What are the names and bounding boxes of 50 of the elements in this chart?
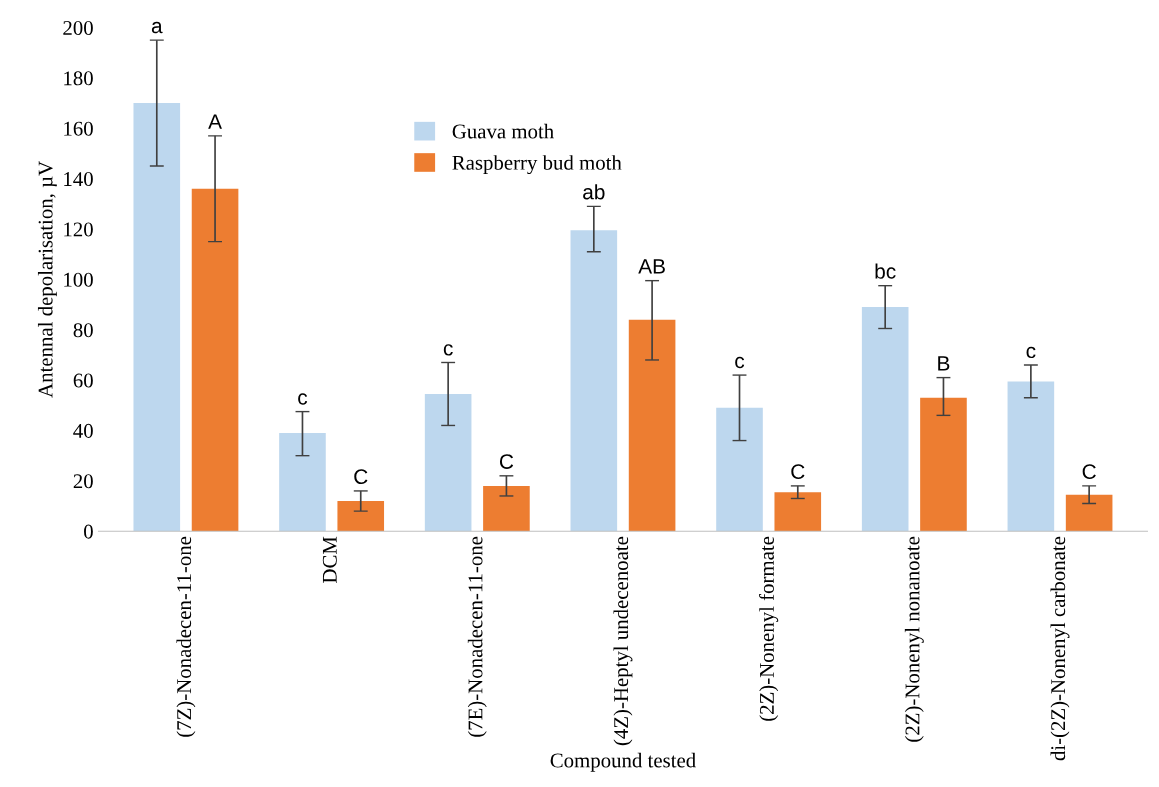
x-tick-label: (7E)-Nonadecen-11-one [467, 536, 487, 737]
x-tick-label: (2Z)-Nonenyl formate [759, 536, 779, 721]
bar [774, 492, 822, 532]
bar [279, 433, 326, 532]
bar [570, 230, 618, 532]
y-tick-label: 100 [64, 272, 93, 287]
bar [424, 393, 472, 532]
bar [1007, 381, 1055, 532]
annotation: a [151, 21, 163, 34]
annotation: B [938, 356, 950, 371]
annotation: C [499, 454, 514, 469]
annotation: ab [583, 184, 605, 200]
legend-label: Guava moth [452, 123, 554, 139]
annotation: c [443, 344, 453, 356]
bar [1065, 494, 1113, 532]
annotation: c [735, 356, 745, 369]
annotation: C [791, 464, 805, 479]
annotation: AB [638, 259, 665, 274]
y-tick-label: 20 [73, 474, 93, 489]
annotation: c [298, 393, 308, 405]
y-tick-label: 200 [63, 20, 93, 35]
annotation: C [354, 469, 368, 485]
legend-label: Raspberry bud moth [452, 155, 622, 175]
annotation: bc [875, 263, 896, 279]
x-tick-label: DCM [322, 536, 337, 583]
y-tick-label: 0 [84, 524, 93, 539]
y-tick-label: 160 [64, 121, 93, 136]
bar [920, 397, 967, 532]
bar [628, 319, 676, 532]
annotation: C [1082, 464, 1096, 479]
x-tick-label: (4Z)-Heptyl undecenoate [613, 536, 633, 746]
bar [133, 103, 181, 532]
x-tick-label: di-(2Z)-Nonenyl carbonate [1050, 536, 1070, 761]
bar [191, 188, 239, 532]
y-tick-label: 120 [64, 222, 93, 237]
annotation: A [208, 114, 222, 129]
y-tick-label: 180 [64, 71, 93, 86]
bar [337, 501, 385, 532]
x-axis-title: Compound tested [550, 752, 696, 772]
y-tick-label: 60 [73, 373, 93, 388]
y-axis-title: Antennal depolarisation, µV [37, 161, 57, 398]
y-tick-label: 40 [73, 423, 93, 438]
y-tick-label: 140 [64, 172, 93, 187]
x-tick-label: (2Z)-Nonenyl nonanoate [904, 536, 924, 742]
x-tick-label: (7Z)-Nonadecen-11-one [176, 536, 196, 737]
bar [716, 407, 763, 532]
y-tick-label: 80 [73, 323, 93, 338]
bar [861, 307, 909, 532]
annotation: c [1026, 346, 1036, 359]
bar [483, 485, 530, 532]
